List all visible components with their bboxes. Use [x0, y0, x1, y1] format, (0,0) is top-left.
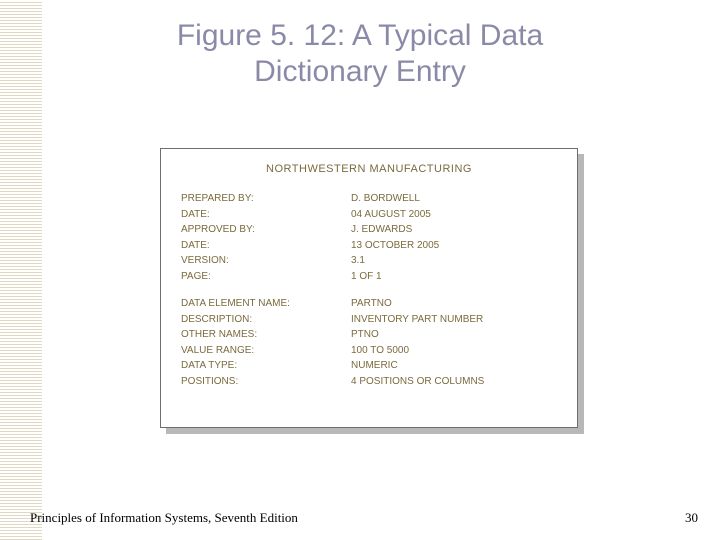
field-row: DATE: 04 AUGUST 2005 — [181, 207, 557, 223]
group-gap — [181, 284, 557, 296]
field-label: APPROVED BY: — [181, 222, 351, 238]
field-value: J. EDWARDS — [351, 222, 557, 238]
title-line-2: Dictionary Entry — [254, 55, 466, 88]
card-fields: PREPARED BY: D. BORDWELL DATE: 04 AUGUST… — [181, 191, 557, 389]
field-row: VALUE RANGE: 100 TO 5000 — [181, 343, 557, 359]
field-row: POSITIONS: 4 POSITIONS OR COLUMNS — [181, 374, 557, 390]
field-label: DATE: — [181, 238, 351, 254]
field-label: DATA TYPE: — [181, 358, 351, 374]
field-row: DESCRIPTION: INVENTORY PART NUMBER — [181, 312, 557, 328]
field-value: PARTNO — [351, 296, 557, 312]
field-row: PREPARED BY: D. BORDWELL — [181, 191, 557, 207]
field-value: 100 TO 5000 — [351, 343, 557, 359]
page-number: 30 — [685, 510, 698, 526]
field-label: DATE: — [181, 207, 351, 223]
field-value: INVENTORY PART NUMBER — [351, 312, 557, 328]
field-row: VERSION: 3.1 — [181, 253, 557, 269]
card-header: NORTHWESTERN MANUFACTURING — [181, 163, 557, 175]
footer-source: Principles of Information Systems, Seven… — [30, 510, 298, 526]
data-dictionary-card: NORTHWESTERN MANUFACTURING PREPARED BY: … — [160, 148, 578, 428]
field-row: PAGE: 1 OF 1 — [181, 269, 557, 285]
field-label: POSITIONS: — [181, 374, 351, 390]
field-value: 13 OCTOBER 2005 — [351, 238, 557, 254]
field-row: DATE: 13 OCTOBER 2005 — [181, 238, 557, 254]
field-label: PAGE: — [181, 269, 351, 285]
field-label: OTHER NAMES: — [181, 327, 351, 343]
field-row: DATA TYPE: NUMERIC — [181, 358, 557, 374]
field-value: 04 AUGUST 2005 — [351, 207, 557, 223]
field-row: OTHER NAMES: PTNO — [181, 327, 557, 343]
field-value: 4 POSITIONS OR COLUMNS — [351, 374, 557, 390]
field-value: 3.1 — [351, 253, 557, 269]
field-value: NUMERIC — [351, 358, 557, 374]
field-label: VERSION: — [181, 253, 351, 269]
card-body: NORTHWESTERN MANUFACTURING PREPARED BY: … — [160, 148, 578, 428]
field-row: APPROVED BY: J. EDWARDS — [181, 222, 557, 238]
title-line-1: Figure 5. 12: A Typical Data — [177, 19, 543, 52]
field-label: PREPARED BY: — [181, 191, 351, 207]
field-label: VALUE RANGE: — [181, 343, 351, 359]
field-label: DESCRIPTION: — [181, 312, 351, 328]
field-value: 1 OF 1 — [351, 269, 557, 285]
field-value: PTNO — [351, 327, 557, 343]
field-label: DATA ELEMENT NAME: — [181, 296, 351, 312]
field-row: DATA ELEMENT NAME: PARTNO — [181, 296, 557, 312]
field-value: D. BORDWELL — [351, 191, 557, 207]
figure-title: Figure 5. 12: A Typical Data Dictionary … — [0, 18, 720, 90]
